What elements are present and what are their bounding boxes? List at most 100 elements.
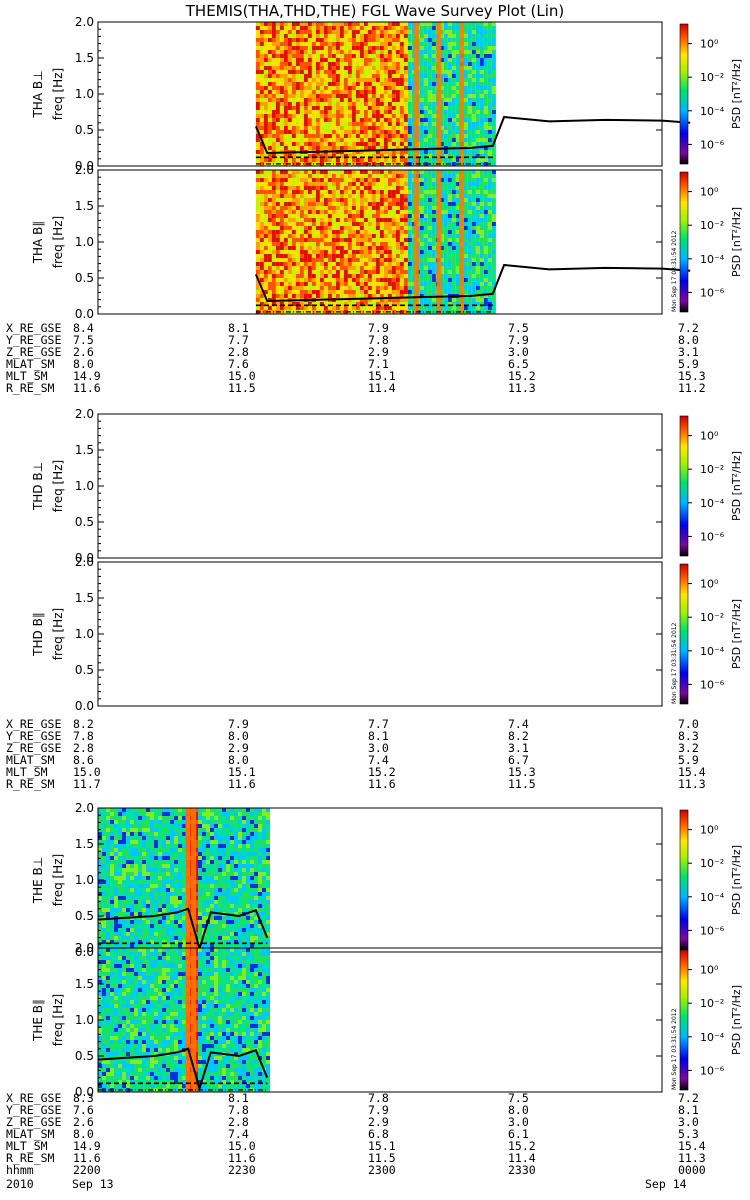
- spectrogram-cell: [343, 282, 348, 286]
- spectrogram-burst: [459, 170, 464, 314]
- spectrogram-cell: [323, 66, 328, 70]
- spectrogram-cell: [150, 824, 154, 828]
- spectrogram-cell: [319, 70, 324, 74]
- spectrogram-cell: [130, 868, 134, 872]
- spectrogram-cell: [327, 42, 332, 46]
- spectrogram-cell: [427, 194, 432, 198]
- spectrogram-cell: [367, 246, 372, 250]
- spectrogram-cell: [391, 210, 396, 214]
- spectrogram-cell: [483, 290, 488, 294]
- spectrogram-cell: [471, 78, 476, 82]
- spectrogram-cell: [419, 262, 424, 266]
- spectrogram-cell: [467, 34, 472, 38]
- spectrogram-cell: [431, 102, 436, 106]
- spectrogram-cell: [126, 868, 130, 872]
- spectrogram-cell: [427, 50, 432, 54]
- spectrogram-cell: [271, 190, 276, 194]
- spectrogram-cell: [483, 198, 488, 202]
- spectrogram-cell: [455, 218, 460, 222]
- spectrogram-cell: [427, 258, 432, 262]
- spectrogram-cell: [439, 274, 444, 278]
- spectrogram-cell: [403, 282, 408, 286]
- spectrogram-cell: [279, 102, 284, 106]
- spectrogram-cell: [291, 246, 296, 250]
- spectrogram-cell: [491, 98, 496, 102]
- spectrogram-cell: [479, 98, 484, 102]
- spectrogram-cell: [455, 94, 460, 98]
- spectrogram-cell: [311, 98, 316, 102]
- spectrogram-cell: [491, 282, 496, 286]
- spectrogram-cell: [319, 178, 324, 182]
- spectrogram-cell: [463, 222, 468, 226]
- spectrogram-cell: [407, 94, 412, 98]
- spectrogram-cell: [371, 142, 376, 146]
- spectrogram-cell: [255, 102, 260, 106]
- spectrogram-cell: [407, 298, 412, 302]
- spectrogram-cell: [443, 250, 448, 254]
- spectrogram-cell: [126, 816, 130, 820]
- spectrogram-cell: [355, 234, 360, 238]
- spectrogram-cell: [335, 198, 340, 202]
- spectrogram-cell: [138, 868, 142, 872]
- spectrogram-cell: [387, 142, 392, 146]
- spectrogram-cell: [427, 78, 432, 82]
- spectrogram-cell: [483, 110, 488, 114]
- spectrogram-cell: [407, 34, 412, 38]
- spectrogram-cell: [403, 286, 408, 290]
- spectrogram-cell: [283, 266, 288, 270]
- spectrogram-cell: [343, 174, 348, 178]
- spectrogram-cell: [431, 138, 436, 142]
- spectrogram-cell: [399, 294, 404, 298]
- spectrogram-cell: [391, 126, 396, 130]
- spectrogram-cell: [455, 130, 460, 134]
- spectrogram-cell: [351, 158, 356, 162]
- spectrogram-cell: [471, 86, 476, 90]
- spectrogram-cell: [371, 238, 376, 242]
- colorbar-tick-label: 10⁻⁴: [700, 645, 725, 658]
- spectrogram-cell: [339, 178, 344, 182]
- spectrogram-cell: [98, 872, 102, 876]
- spectrogram-cell: [146, 832, 150, 836]
- spectrogram-cell: [379, 138, 384, 142]
- spectrogram-cell: [483, 238, 488, 242]
- spectrogram-cell: [335, 90, 340, 94]
- spectrogram-cell: [399, 34, 404, 38]
- spectrogram-cell: [335, 58, 340, 62]
- spectrogram-cell: [423, 158, 428, 162]
- spectrogram-cell: [423, 62, 428, 66]
- spectrogram-cell: [130, 924, 134, 928]
- spectrogram-cell: [407, 242, 412, 246]
- spectrogram-cell: [287, 142, 292, 146]
- spectrogram-cell: [335, 154, 340, 158]
- spectrogram-cell: [331, 110, 336, 114]
- spectrogram-cell: [291, 306, 296, 310]
- spectrogram-cell: [275, 238, 280, 242]
- spectrogram-cell: [383, 118, 388, 122]
- spectrogram-cell: [423, 186, 428, 190]
- spectrogram-cell: [359, 106, 364, 110]
- spectrogram-cell: [319, 170, 324, 174]
- spectrogram-cell: [299, 226, 304, 230]
- spectrogram-cell: [146, 888, 150, 892]
- spectrogram-cell: [303, 138, 308, 142]
- spectrogram-cell: [255, 302, 260, 306]
- spectrogram-cell: [295, 190, 300, 194]
- spectrogram-cell: [375, 86, 380, 90]
- spectrogram-cell: [319, 278, 324, 282]
- spectrogram-cell: [255, 234, 260, 238]
- spectrogram-cell: [279, 182, 284, 186]
- spectrogram-cell: [283, 230, 288, 234]
- spectrogram-cell: [327, 238, 332, 242]
- spectrogram-cell: [479, 282, 484, 286]
- spectrogram-cell: [487, 122, 492, 126]
- y-tick-label: 0.0: [75, 699, 94, 713]
- spectrogram-cell: [335, 206, 340, 210]
- spectrogram-cell: [423, 102, 428, 106]
- spectrogram-cell: [255, 262, 260, 266]
- spectrogram-cell: [295, 286, 300, 290]
- spectrogram-cell: [427, 34, 432, 38]
- spectrogram-cell: [275, 226, 280, 230]
- spectrogram-cell: [367, 126, 372, 130]
- colorbar: [679, 171, 689, 313]
- spectrogram-cell: [327, 274, 332, 278]
